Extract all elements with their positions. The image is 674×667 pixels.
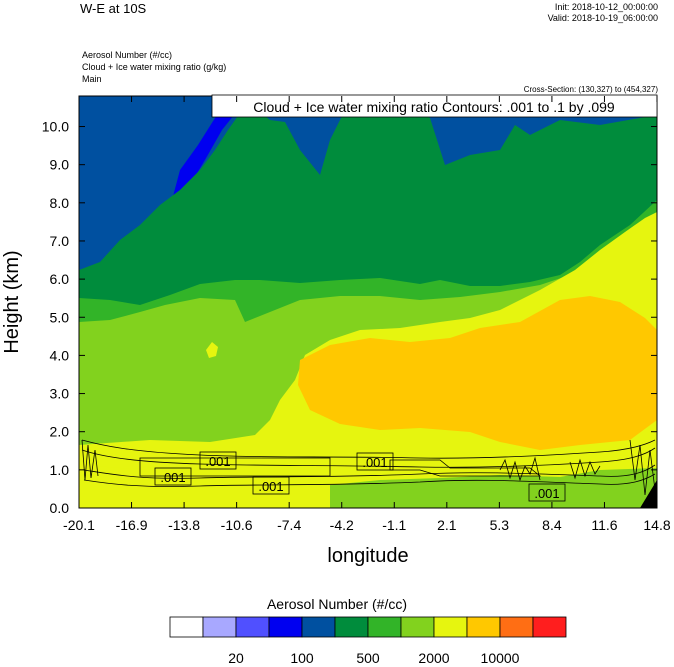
y-tick-label: 10.0	[42, 119, 69, 135]
chart-title: W-E at 10S	[80, 1, 147, 16]
y-tick-label: 9.0	[50, 157, 70, 173]
colorbar-tick-label: 2000	[418, 650, 449, 666]
heatmap-field	[79, 96, 657, 508]
y-axis-label: Height (km)	[1, 250, 23, 353]
colorbar-swatch	[334, 616, 369, 638]
x-tick-label: -1.1	[382, 517, 406, 533]
init-time: Init: 2018-10-12_00:00:00	[554, 2, 658, 12]
valid-time: Valid: 2018-10-19_06:00:00	[547, 13, 658, 23]
y-tick-label: 6.0	[50, 271, 70, 287]
contour-labels: .001 .001 .001 .001 .001	[154, 451, 566, 502]
contour-label-box	[199, 451, 237, 470]
contour-label: .001	[160, 470, 185, 485]
contour-info-text: Cloud + Ice water mixing ratio Contours:…	[253, 99, 615, 115]
contour-label: .001	[258, 479, 283, 494]
contour-label: .001	[205, 454, 230, 469]
colorbar-swatch	[499, 616, 534, 638]
contour-line	[629, 439, 656, 496]
field-label-aerosol: Aerosol Number (#/cc)	[82, 50, 173, 60]
colorbar-tick-label: 20	[228, 650, 244, 666]
region-dark-blue	[172, 96, 250, 200]
contour-label-box	[154, 467, 192, 486]
x-tick-label: 14.8	[643, 517, 670, 533]
x-axis-label: longitude	[327, 545, 408, 567]
x-tick-label: 5.3	[490, 517, 510, 533]
colorbar-swatch	[202, 616, 237, 638]
corner-black	[640, 480, 657, 508]
contour-label: .001	[534, 486, 559, 501]
y-tick-label: 4.0	[50, 347, 70, 363]
contour-line	[81, 447, 656, 468]
contour-info-box	[211, 94, 658, 118]
cloud-contours	[81, 439, 656, 496]
field-label-cloud: Cloud + Ice water mixing ratio (g/kg)	[82, 62, 227, 72]
contour-line	[569, 458, 601, 480]
contour-label-box	[528, 483, 566, 502]
y-tick-label: 5.0	[50, 309, 70, 325]
x-tick-label: -4.2	[330, 517, 354, 533]
y-tick-label: 3.0	[50, 386, 70, 402]
y-tick-label: 2.0	[50, 424, 70, 440]
colorbar-swatch	[301, 616, 336, 638]
region-orange	[298, 296, 657, 450]
colorbar-swatch	[433, 616, 468, 638]
cross-section-label: Cross-Section: (130,327) to (454,327)	[523, 85, 658, 94]
contour-label-box	[356, 452, 394, 471]
contour-label: .001	[362, 455, 387, 470]
colorbar-swatch	[532, 616, 567, 638]
colorbar-swatch	[400, 616, 435, 638]
y-tick-label: 1.0	[50, 462, 70, 478]
contour-label-box	[252, 476, 290, 495]
contour-line	[499, 456, 541, 482]
colorbar	[169, 616, 567, 638]
x-tick-label: -13.8	[168, 517, 200, 533]
y-tick-label: 7.0	[50, 233, 70, 249]
colorbar-tick-labels: 20 100 500 2000 10000	[228, 650, 519, 666]
colorbar-tick-label: 500	[356, 650, 380, 666]
y-tick-label: 8.0	[50, 195, 70, 211]
contour-line	[83, 464, 656, 479]
colorbar-swatch	[169, 616, 204, 638]
colorbar-swatch	[268, 616, 303, 638]
x-tick-label: 11.6	[591, 517, 617, 533]
colorbar-swatch	[466, 616, 501, 638]
colorbar-tick-label: 10000	[481, 650, 520, 666]
x-tick-label: -16.9	[116, 517, 148, 533]
x-tick-label: 8.4	[542, 517, 562, 533]
contour-line	[389, 459, 542, 477]
colorbar-swatch	[367, 616, 402, 638]
colorbar-tick-label: 100	[290, 650, 314, 666]
x-tick-label: -20.1	[63, 517, 95, 533]
colorbar-title: Aerosol Number (#/cc)	[266, 596, 408, 612]
contour-line	[83, 473, 656, 487]
region-yellow-spot	[206, 342, 218, 358]
y-tick-label: 0.0	[50, 500, 70, 516]
contour-line	[81, 439, 99, 481]
x-tick-label: 2.1	[437, 517, 457, 533]
contour-line	[81, 439, 656, 459]
x-tick-label: -10.6	[221, 517, 253, 533]
x-axis: -20.1 -16.9 -13.8 -10.6 -7.4 -4.2 -1.1 2.1 5.3 8.…	[63, 96, 671, 533]
x-tick-label: -7.4	[277, 517, 301, 533]
contour-line	[139, 457, 331, 477]
y-axis: 0.0 1.0 2.0 3.0 4.0 5.0 6.0 7.0 8.0 9.0 10.0	[42, 119, 657, 516]
colorbar-swatch	[235, 616, 270, 638]
field-label-domain: Main	[82, 74, 102, 84]
